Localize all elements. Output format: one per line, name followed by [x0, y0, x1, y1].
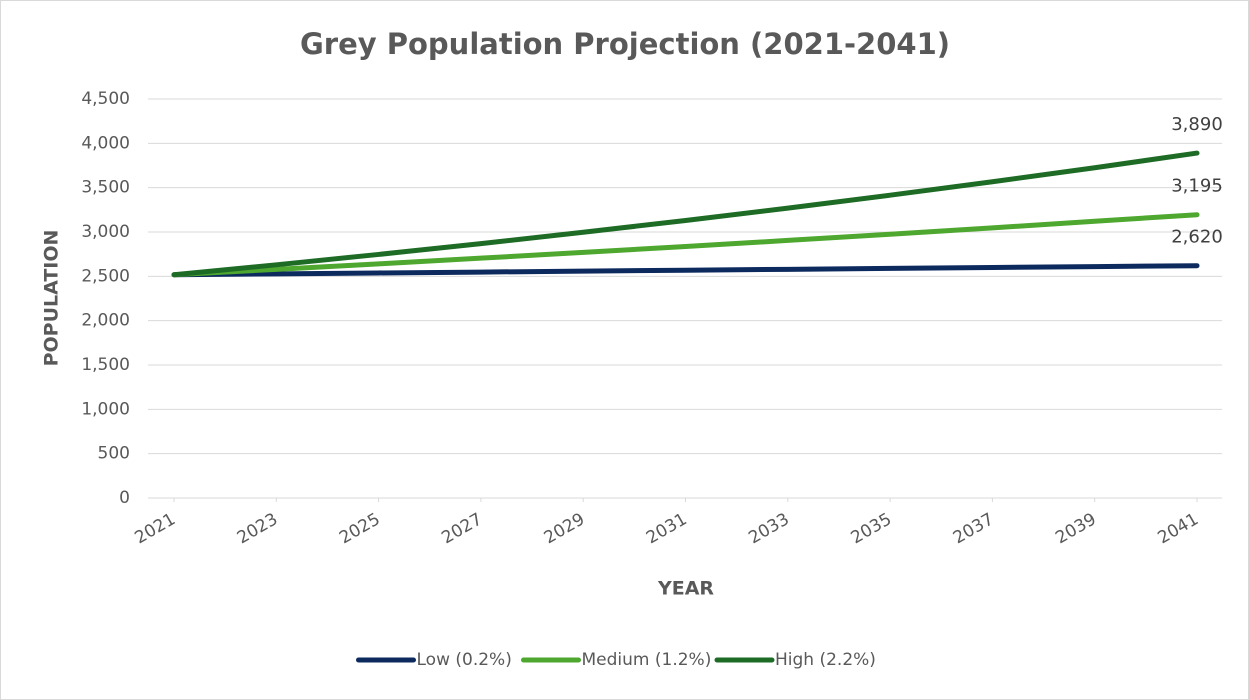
legend-label: Medium (1.2%)	[582, 650, 712, 670]
y-tick-label: 1,500	[81, 355, 130, 375]
data-label: 3,195	[1171, 176, 1223, 197]
data-label: 2,620	[1171, 227, 1223, 248]
y-tick-label: 3,500	[81, 178, 130, 198]
legend-label: High (2.2%)	[775, 650, 876, 670]
y-tick-label: 1,000	[81, 399, 130, 419]
series-line	[171, 263, 1200, 278]
y-tick-label: 500	[98, 444, 130, 464]
series-line	[171, 212, 1200, 278]
y-axis-label: POPULATION	[41, 230, 63, 367]
y-tick-label: 4,000	[81, 133, 130, 153]
data-label: 3,890	[1171, 114, 1223, 135]
series-line	[171, 150, 1200, 278]
legend-label: Low (0.2%)	[417, 650, 512, 670]
x-axis-label: YEAR	[657, 578, 714, 600]
y-tick-label: 4,500	[81, 89, 130, 109]
y-tick-label: 0	[119, 488, 130, 508]
y-tick-label: 2,500	[81, 266, 130, 286]
y-tick-label: 2,000	[81, 311, 130, 331]
chart-title: Grey Population Projection (2021-2041)	[300, 27, 950, 61]
y-tick-label: 3,000	[81, 222, 130, 242]
